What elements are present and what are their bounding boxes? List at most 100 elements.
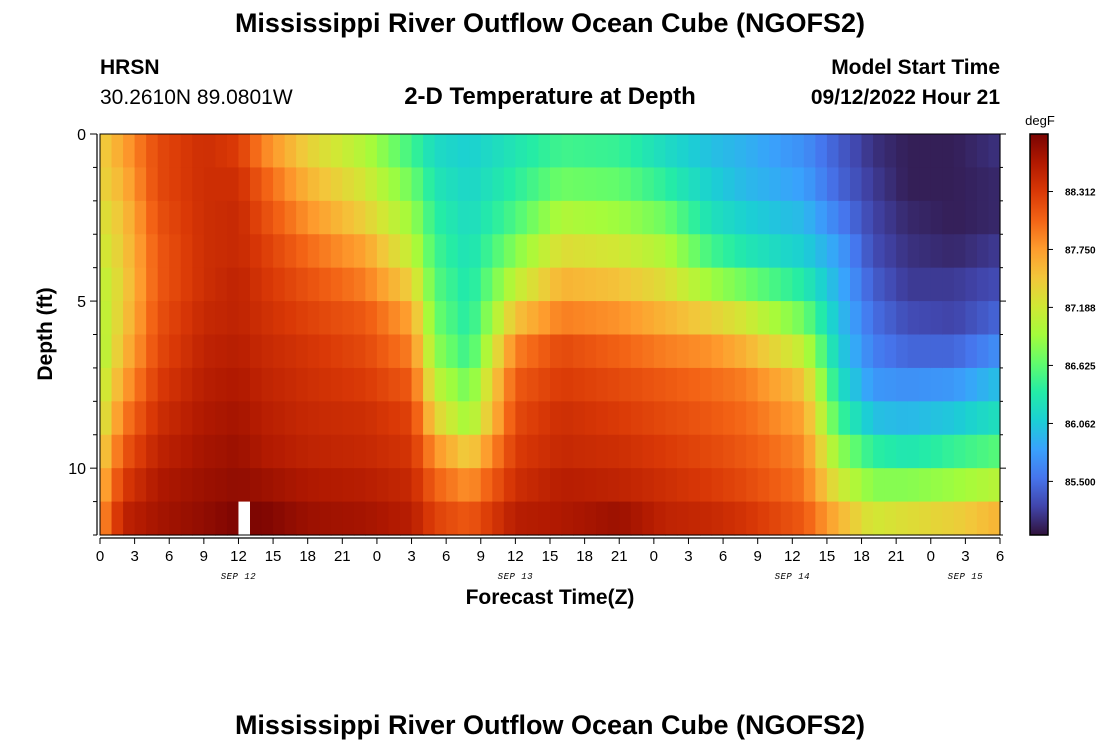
heatmap-cell [123,501,136,536]
heatmap-cell [792,200,805,235]
heatmap-cell [330,501,343,536]
heatmap-cell [700,234,713,269]
heatmap-cell [146,401,159,436]
heatmap-cell [123,167,136,202]
heatmap-cell [469,301,482,336]
heatmap-cell [526,334,540,369]
heatmap-cell [400,167,413,202]
heatmap-cell [526,434,540,469]
heatmap-cell [157,401,170,436]
heatmap-cell [146,134,159,169]
heatmap-cell [203,134,216,169]
heatmap-cell [376,501,390,536]
heatmap-cell [953,234,966,269]
heatmap-cell [815,367,828,402]
heatmap-cell [538,401,551,436]
heatmap-cell [723,468,736,503]
heatmap-cell [423,468,436,503]
heatmap-cell [665,501,678,536]
heatmap-cell [330,267,343,302]
heatmap-cell [792,234,805,269]
heatmap-cell [769,134,782,169]
heatmap-cell [423,200,436,235]
heatmap-cell [515,334,528,369]
heatmap-cell [503,134,516,169]
heatmap-cell [226,167,240,202]
heatmap-cell [803,267,816,302]
heatmap-cell [988,501,1001,536]
heatmap-cell [988,167,1001,202]
heatmap-cell [700,134,713,169]
heatmap-cell [330,334,343,369]
heatmap-cell [976,167,990,202]
heatmap-cell [273,434,286,469]
heatmap-cell [319,468,332,503]
heatmap-cell [942,468,955,503]
heatmap-cell [561,167,574,202]
heatmap-cell [273,134,286,169]
heatmap-cell [907,401,920,436]
station-coords: 30.2610N 89.0801W [100,86,293,109]
heatmap-cell [850,234,863,269]
heatmap-cell [653,401,666,436]
heatmap-cell [480,134,493,169]
heatmap-cell [907,468,920,503]
heatmap-cell [146,501,159,536]
heatmap-cell [630,134,643,169]
y-axis-title: Depth (ft) [34,287,57,380]
heatmap-cell [134,468,147,503]
heatmap-cell [861,200,874,235]
heatmap-cell [434,468,447,503]
heatmap-cell [526,501,540,536]
heatmap-cell [319,301,332,336]
heatmap-cell [100,200,113,235]
heatmap-cell [469,367,482,402]
heatmap-cell [526,267,540,302]
heatmap-cell [492,367,505,402]
heatmap-cell [100,367,113,402]
heatmap-cell [192,501,205,536]
heatmap-cell [526,367,540,402]
heatmap-cell [850,167,863,202]
heatmap-cell [146,234,159,269]
heatmap-cell [215,434,228,469]
heatmap-cell [261,200,274,235]
heatmap-cell [676,468,690,503]
heatmap-cell [250,367,263,402]
heatmap-cell [676,301,690,336]
heatmap-cell [238,167,251,202]
heatmap-cell [584,200,597,235]
heatmap-cell [561,267,574,302]
heatmap-cell [446,434,459,469]
heatmap-cell [619,200,632,235]
heatmap-cell [942,134,955,169]
heatmap-cell [642,501,655,536]
heatmap-cell [388,267,401,302]
heatmap-cell [169,200,182,235]
colorbar-tick-label: 86.625 [1065,361,1096,372]
heatmap-cell [942,267,955,302]
heatmap-cell [538,267,551,302]
heatmap-cell [423,367,436,402]
heatmap-cell [838,334,851,369]
heatmap-cell [838,434,851,469]
heatmap-cell [688,200,701,235]
heatmap-cell [388,367,401,402]
heatmap-cell [526,234,540,269]
heatmap-cell [965,334,978,369]
heatmap-cell [607,334,620,369]
heatmap-cell [815,334,828,369]
heatmap-cell [826,367,840,402]
heatmap-cell [376,167,390,202]
heatmap-cell [965,401,978,436]
x-tick-label: 12 [230,548,247,565]
heatmap-cell [919,134,932,169]
heatmap-cell [226,434,240,469]
heatmap-cell [596,301,609,336]
heatmap-cell [700,434,713,469]
heatmap-cell [307,401,320,436]
heatmap-cell [146,434,159,469]
heatmap-cell [792,267,805,302]
heatmap-cell [711,501,724,536]
heatmap-cell [573,401,586,436]
